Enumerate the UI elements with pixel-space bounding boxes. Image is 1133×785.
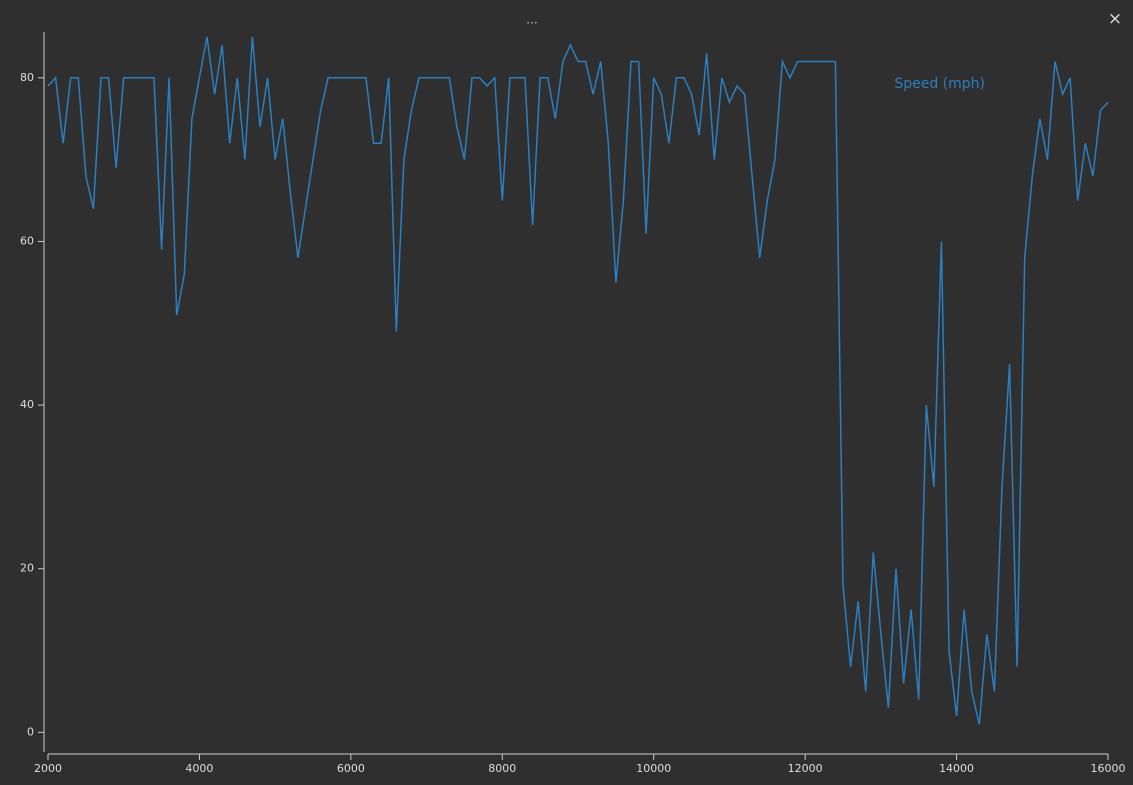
x-tick-label: 12000 [788, 762, 823, 775]
x-tick-label: 8000 [488, 762, 516, 775]
y-tick-label: 0 [27, 725, 34, 738]
drag-handle[interactable]: ... [526, 13, 537, 27]
close-button[interactable]: × [1108, 9, 1122, 29]
speed-line [47, 36, 1109, 725]
x-tick-label: 4000 [185, 762, 213, 775]
x-tick-label: 16000 [1091, 762, 1126, 775]
x-tick-label: 14000 [939, 762, 974, 775]
x-tick-label: 10000 [636, 762, 671, 775]
plot-area: 0 20 40 60 80 2000 4000 6000 8000 10000 12000 14000… [20, 32, 1126, 775]
x-tick-label: 2000 [34, 762, 62, 775]
y-tick-label: 40 [20, 398, 34, 411]
x-tick-label: 6000 [337, 762, 365, 775]
y-tick-label: 80 [20, 71, 34, 84]
y-tick-label: 20 [20, 562, 34, 575]
y-tick-label: 60 [20, 234, 34, 247]
legend-entry: Speed (mph) [894, 76, 985, 92]
